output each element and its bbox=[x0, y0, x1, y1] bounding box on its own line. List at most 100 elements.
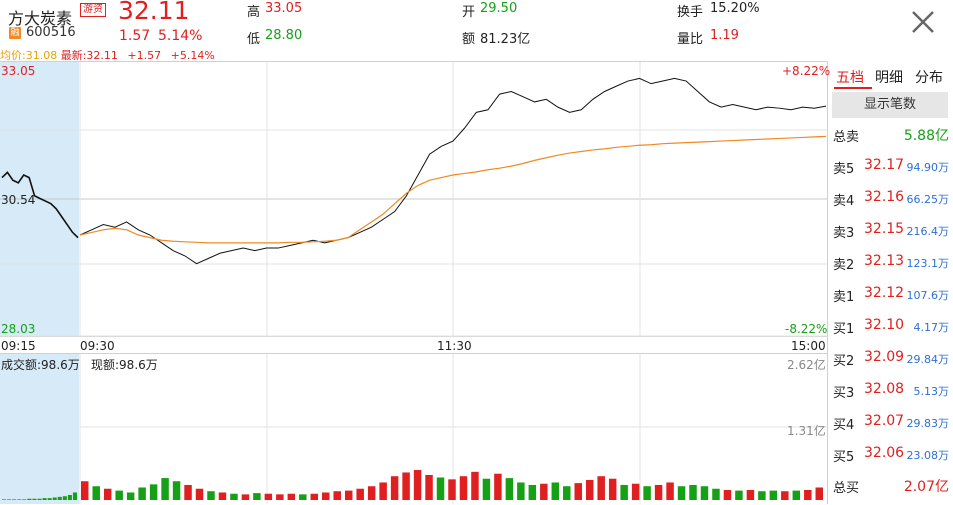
volume-bar bbox=[654, 484, 663, 500]
volume-bar bbox=[620, 484, 628, 500]
buy-level-price[interactable]: 32.06 bbox=[864, 445, 905, 461]
buy-level-price[interactable]: 32.09 bbox=[864, 349, 905, 365]
volume-bar bbox=[482, 478, 491, 500]
price-lines bbox=[1, 77, 827, 265]
price-change-pct: 5.14% bbox=[158, 28, 203, 44]
margin-trading-icon: 融 bbox=[9, 27, 21, 39]
info-bar: 均价:31.08 最新:32.11 +1.57 +5.14% bbox=[0, 47, 215, 63]
volume-bar bbox=[585, 479, 594, 500]
auction-volume-bar bbox=[72, 492, 77, 500]
quote-header: 方大炭素 游资 32.11 融 600516 1.57 5.14% 高 33.0… bbox=[0, 0, 953, 62]
active-tab-indicator bbox=[834, 87, 872, 89]
sell-level-label: 卖5 bbox=[833, 162, 855, 177]
buy-level-label: 买2 bbox=[833, 354, 855, 369]
sell-level-volume: 216.4万 bbox=[906, 225, 950, 238]
volume-bar bbox=[253, 493, 261, 500]
volume-bar bbox=[276, 494, 284, 500]
volume-axis-mid: 1.31亿 bbox=[787, 424, 826, 438]
volume-bar bbox=[195, 488, 204, 500]
volume-bar bbox=[92, 486, 100, 500]
volume-bar bbox=[459, 476, 468, 500]
volume-bar bbox=[758, 491, 766, 500]
price-line bbox=[79, 77, 827, 265]
sell-level-label: 卖2 bbox=[833, 258, 855, 273]
volume-bar bbox=[735, 490, 743, 500]
auction-volume-bar bbox=[62, 496, 67, 500]
auction-volume-bar bbox=[12, 499, 17, 500]
show-count-button[interactable]: 显示笔数 bbox=[832, 92, 948, 118]
buy-level-volume: 29.83万 bbox=[906, 417, 950, 430]
buy-level-price[interactable]: 32.08 bbox=[864, 381, 905, 397]
volume-bar bbox=[436, 477, 445, 500]
time-label-1500: 15:00 bbox=[791, 339, 826, 353]
turnover-label: 换手 bbox=[677, 5, 704, 20]
volume-bar bbox=[494, 473, 502, 500]
high-value: 33.05 bbox=[265, 1, 303, 16]
avg-price-text: 均价:31.08 bbox=[0, 49, 58, 62]
volume-ratio-label: 量比 bbox=[677, 32, 704, 47]
volume-bar bbox=[241, 494, 250, 500]
volume-bar bbox=[172, 481, 181, 500]
close-icon[interactable] bbox=[905, 4, 941, 40]
time-label-1130: 11:30 bbox=[437, 339, 472, 353]
sell-level-price[interactable]: 32.15 bbox=[864, 221, 905, 237]
auction-volume-bar bbox=[22, 499, 27, 500]
volume-bar bbox=[390, 476, 399, 500]
amount-value: 81.23亿 bbox=[480, 32, 531, 47]
buy-level-label: 买5 bbox=[833, 450, 855, 465]
total-sell-value: 5.88亿 bbox=[903, 128, 949, 144]
auction-volume-bar bbox=[17, 499, 22, 500]
intraday-chart[interactable] bbox=[0, 0, 828, 505]
volume-bar bbox=[471, 471, 479, 500]
tab-distribution[interactable]: 分布 bbox=[915, 70, 943, 86]
stock-name: 方大炭素 bbox=[8, 9, 73, 28]
time-label-0930: 09:30 bbox=[80, 339, 115, 353]
volume-bar bbox=[712, 488, 720, 500]
volume-bar bbox=[126, 492, 135, 500]
volume-bar bbox=[161, 478, 169, 500]
amount-label: 额 bbox=[462, 32, 476, 47]
hot-money-tag[interactable]: 游资 bbox=[80, 3, 106, 17]
chart-grid bbox=[0, 61, 828, 504]
auction-volume-bar bbox=[32, 498, 37, 500]
volume-bar bbox=[528, 484, 537, 500]
volume-bar bbox=[379, 482, 387, 500]
buy-level-label: 买1 bbox=[833, 322, 855, 337]
auction-volume-region bbox=[0, 354, 79, 504]
volume-amount-label: 成交额:98.6万 bbox=[1, 358, 80, 372]
info-change-pct: +5.14% bbox=[170, 49, 215, 62]
volume-bar bbox=[333, 491, 341, 500]
open-value: 29.50 bbox=[480, 1, 518, 16]
volume-bar bbox=[402, 472, 410, 500]
auction-volume-bar bbox=[47, 498, 52, 500]
tab-five-levels[interactable]: 五档 bbox=[836, 70, 864, 86]
volume-bar bbox=[769, 490, 778, 500]
sell-level-price[interactable]: 32.12 bbox=[864, 285, 905, 301]
tab-details[interactable]: 明细 bbox=[875, 70, 903, 86]
auction-volume-bar bbox=[42, 498, 47, 500]
volume-ratio-value: 1.19 bbox=[710, 28, 739, 43]
volume-bar bbox=[540, 483, 548, 500]
volume-bar bbox=[574, 483, 582, 500]
volume-bar bbox=[184, 484, 192, 500]
open-label: 开 bbox=[462, 5, 476, 20]
volume-bar bbox=[344, 490, 353, 500]
total-buy-value: 2.07亿 bbox=[903, 479, 949, 495]
current-amount-label: 现额:98.6万 bbox=[91, 358, 158, 372]
buy-level-price[interactable]: 32.10 bbox=[864, 317, 905, 333]
total-buy-label: 总买 bbox=[833, 481, 860, 496]
high-label: 高 bbox=[247, 5, 261, 20]
sell-level-price[interactable]: 32.13 bbox=[864, 253, 905, 269]
price-axis-mid: 30.54 bbox=[1, 193, 36, 207]
auction-volume-bar bbox=[27, 498, 32, 500]
volume-bar bbox=[299, 494, 307, 500]
volume-bar bbox=[677, 486, 686, 500]
sell-level-volume: 66.25万 bbox=[906, 193, 950, 206]
sell-level-volume: 123.1万 bbox=[906, 257, 950, 270]
volume-bar bbox=[81, 481, 89, 500]
sell-level-price[interactable]: 32.17 bbox=[864, 157, 905, 173]
volume-bar bbox=[666, 482, 674, 500]
buy-level-price[interactable]: 32.07 bbox=[864, 413, 905, 429]
volume-bar bbox=[723, 489, 732, 500]
sell-level-price[interactable]: 32.16 bbox=[864, 189, 905, 205]
